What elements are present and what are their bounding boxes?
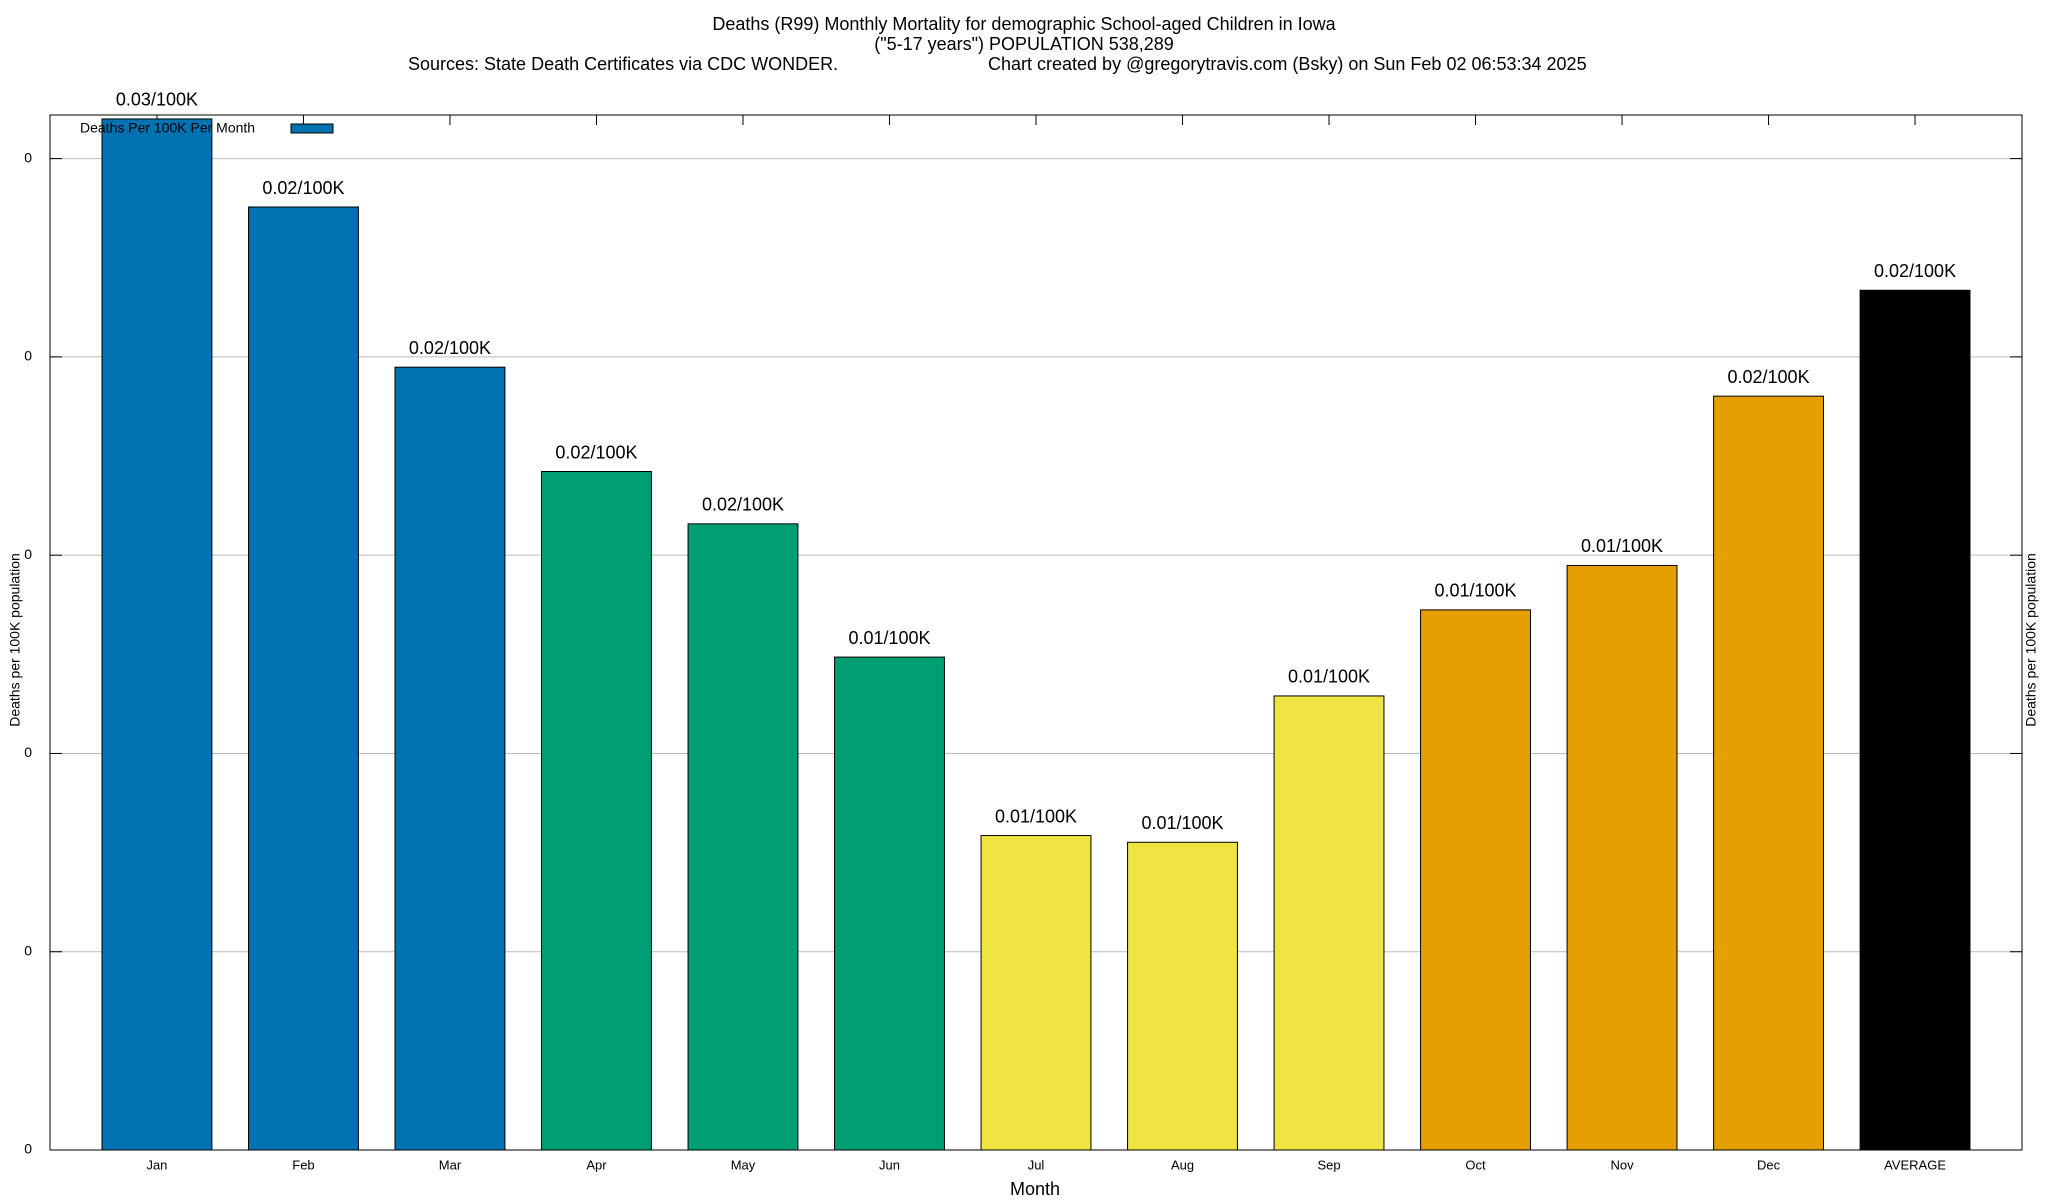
y2-axis-label: Deaths per 100K population (2023, 553, 2039, 727)
x-tick-label: Dec (1757, 1157, 1781, 1172)
y-axis-label: Deaths per 100K population (7, 553, 23, 727)
x-tick-label: Jan (146, 1157, 167, 1172)
bar (834, 656, 945, 1151)
bar (1273, 695, 1385, 1151)
value-label: 0.02/100K (1874, 261, 1956, 281)
x-tick-label: Feb (292, 1157, 314, 1172)
y-tick-label: 0 (24, 348, 32, 364)
x-tick-label: Jun (879, 1157, 900, 1172)
bar (687, 523, 799, 1151)
bar (1713, 395, 1824, 1151)
bar (541, 471, 652, 1151)
y-tick-label: 0 (24, 744, 32, 760)
bar (394, 366, 506, 1151)
value-label: 0.02/100K (262, 178, 344, 198)
x-tick-label: Mar (439, 1157, 462, 1172)
value-label: 0.01/100K (1581, 536, 1663, 556)
source: Sources: State Death Certificates via CD… (408, 54, 838, 74)
value-label: 0.01/100K (1288, 667, 1370, 687)
legend-swatch (290, 123, 334, 134)
value-label: 0.02/100K (702, 495, 784, 515)
value-label: 0.02/100K (409, 338, 491, 358)
value-label: 0.03/100K (116, 90, 198, 110)
value-label: 0.01/100K (1141, 813, 1223, 833)
value-label: 0.02/100K (555, 442, 637, 462)
chart-title: Deaths (R99) Monthly Mortality for demog… (712, 14, 1336, 34)
y-tick-label: 0 (24, 942, 32, 958)
x-tick-label: AVERAGE (1884, 1157, 1946, 1172)
legend-label: Deaths Per 100K Per Month (80, 120, 255, 136)
bar (1127, 841, 1238, 1151)
chart-subtitle: ("5-17 years") POPULATION 538,289 (874, 34, 1174, 54)
x-tick-label: May (731, 1157, 756, 1172)
bar (1566, 564, 1678, 1151)
y-tick-label: 0 (24, 1141, 32, 1157)
bar (101, 118, 213, 1151)
x-tick-label: Oct (1465, 1157, 1486, 1172)
y-tick-label: 0 (24, 149, 32, 165)
x-axis-label: Month (1010, 1179, 1060, 1199)
x-tick-label: Apr (586, 1157, 607, 1172)
bar (1859, 289, 1971, 1151)
x-tick-label: Jul (1028, 1157, 1045, 1172)
value-label: 0.01/100K (1434, 581, 1516, 601)
bar (980, 835, 1092, 1151)
value-label: 0.01/100K (995, 806, 1077, 826)
value-label: 0.01/100K (848, 628, 930, 648)
bar (248, 206, 359, 1151)
credit: Chart created by @gregorytravis.com (Bsk… (988, 54, 1587, 74)
x-tick-label: Sep (1317, 1157, 1340, 1172)
y-tick-label: 0 (24, 546, 32, 562)
value-label: 0.02/100K (1728, 367, 1810, 387)
bar (1420, 609, 1531, 1151)
x-tick-label: Aug (1171, 1157, 1194, 1172)
x-tick-label: Nov (1610, 1157, 1634, 1172)
